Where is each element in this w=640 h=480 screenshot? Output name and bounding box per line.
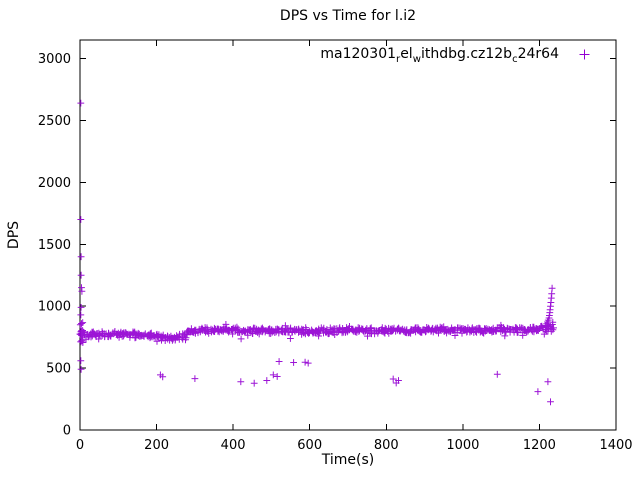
legend-label: ma120301relwithdbg.cz12bc24r64 bbox=[320, 46, 559, 65]
legend: ma120301relwithdbg.cz12bc24r64 bbox=[80, 46, 616, 65]
svg-text:3000: 3000 bbox=[38, 52, 71, 67]
svg-text:800: 800 bbox=[374, 438, 399, 453]
svg-text:1000: 1000 bbox=[446, 438, 479, 453]
svg-text:0: 0 bbox=[63, 424, 71, 439]
svg-text:1000: 1000 bbox=[38, 300, 71, 315]
scatter-points bbox=[76, 99, 557, 406]
legend-marker-icon bbox=[579, 49, 590, 60]
chart-title: DPS vs Time for l.i2 bbox=[279, 8, 417, 24]
svg-text:0: 0 bbox=[76, 438, 84, 453]
svg-text:2000: 2000 bbox=[38, 176, 71, 191]
x-axis-label: Time(s) bbox=[321, 452, 375, 468]
svg-text:400: 400 bbox=[221, 438, 246, 453]
plot-border bbox=[79, 39, 617, 431]
svg-text:500: 500 bbox=[46, 362, 71, 377]
svg-text:1200: 1200 bbox=[523, 438, 556, 453]
svg-text:2500: 2500 bbox=[38, 114, 71, 129]
axis-ticks bbox=[79, 40, 617, 431]
svg-text:600: 600 bbox=[297, 438, 322, 453]
svg-text:1500: 1500 bbox=[38, 238, 71, 253]
svg-text:1400: 1400 bbox=[599, 438, 632, 453]
y-axis-label: DPS bbox=[6, 220, 22, 250]
tick-labels: 0 200 400 600 800 1000 1200 1400 0 500 1000 1500 200… bbox=[38, 52, 633, 453]
svg-text:200: 200 bbox=[144, 438, 169, 453]
